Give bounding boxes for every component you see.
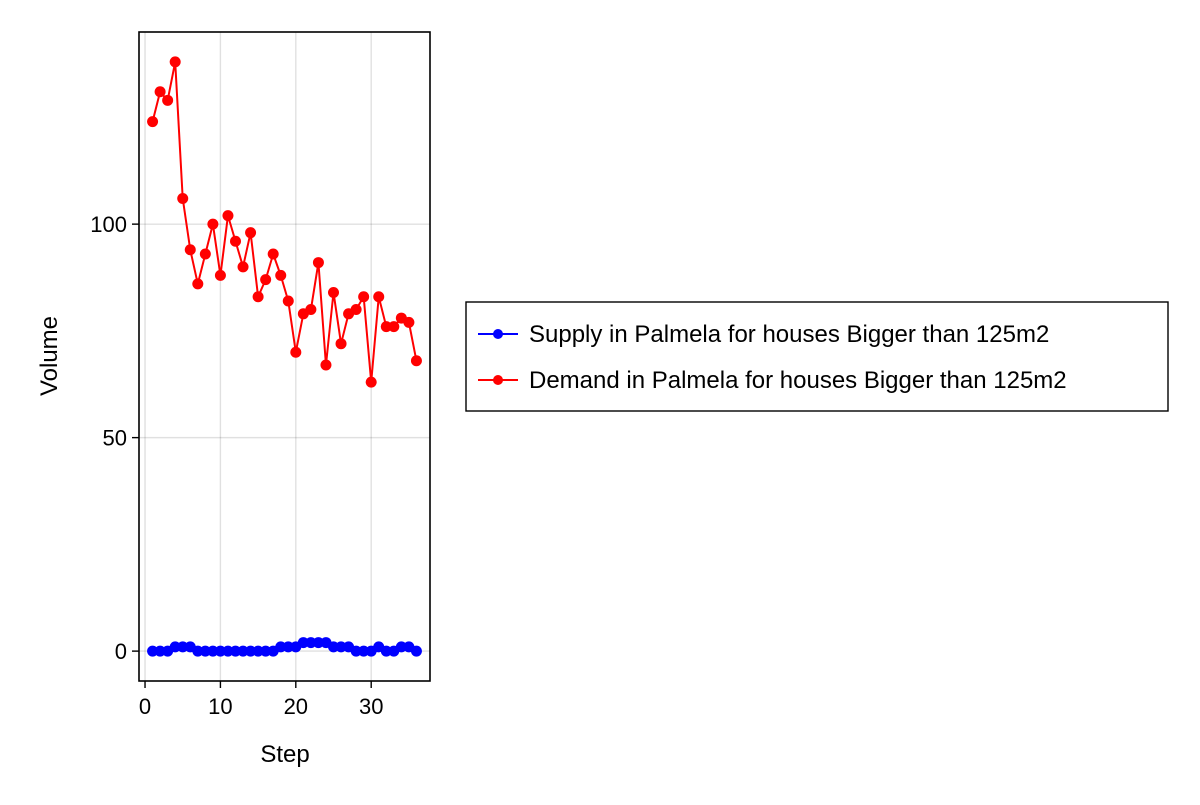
axis-ticks: 0 10 20 30 0 50 100 [90, 212, 383, 719]
legend-entry-supply: Supply in Palmela for houses Bigger than… [478, 321, 1049, 348]
data-point-demand [410, 355, 422, 367]
legend-label-supply: Supply in Palmela for houses Bigger than… [529, 321, 1049, 348]
legend-box [465, 301, 1169, 412]
data-point-demand [245, 227, 257, 239]
data-point-demand [312, 257, 324, 269]
y-tick-label: 100 [90, 212, 127, 237]
y-tick-label: 0 [115, 639, 127, 664]
data-point-demand [365, 376, 377, 388]
data-point-demand [335, 338, 347, 350]
data-point-supply [312, 637, 324, 649]
grid [139, 32, 430, 681]
data-point-demand [305, 304, 317, 316]
legend-swatch-supply-marker [493, 329, 503, 339]
data-point-demand [328, 286, 340, 298]
data-point-supply [282, 641, 294, 653]
data-point-demand [282, 295, 294, 307]
data-point-demand [267, 248, 279, 260]
series-layer [147, 56, 422, 657]
data-point-demand [403, 316, 415, 328]
data-point-demand [380, 321, 392, 333]
x-tick-label: 0 [139, 694, 151, 719]
data-point-supply [207, 645, 219, 657]
data-point-supply [229, 645, 241, 657]
data-point-demand [275, 269, 287, 281]
data-point-supply [410, 645, 422, 657]
data-point-demand [147, 116, 159, 128]
data-point-demand [192, 278, 204, 290]
plot-frame [138, 31, 431, 682]
data-point-demand [229, 235, 241, 247]
data-point-demand [237, 261, 249, 273]
data-point-demand [260, 274, 272, 286]
x-axis-title: Step [260, 741, 309, 768]
data-point-demand [350, 304, 362, 316]
data-point-demand [207, 218, 219, 230]
data-point-supply [328, 641, 340, 653]
series-line-demand [151, 60, 418, 384]
legend-entry-demand: Demand in Palmela for houses Bigger than… [478, 367, 1067, 394]
x-tick-label: 30 [359, 694, 383, 719]
x-tick-label: 20 [284, 694, 308, 719]
data-point-demand [162, 94, 174, 106]
legend: Supply in Palmela for houses Bigger than… [465, 301, 1169, 412]
data-point-demand [252, 291, 264, 303]
data-point-supply [237, 645, 249, 657]
data-point-demand [222, 210, 234, 222]
y-axis-title: Volume [36, 316, 63, 396]
data-point-supply [252, 645, 264, 657]
data-point-supply [169, 641, 181, 653]
data-point-supply [260, 645, 272, 657]
data-point-supply [147, 645, 159, 657]
data-point-demand [177, 193, 189, 205]
data-point-demand [184, 244, 196, 256]
data-point-supply [199, 645, 211, 657]
data-point-supply [177, 641, 189, 653]
x-tick-label: 10 [208, 694, 232, 719]
data-point-supply [380, 645, 392, 657]
data-point-supply [297, 637, 309, 649]
data-point-supply [335, 641, 347, 653]
series-supply [147, 637, 422, 657]
legend-swatch-demand-marker [493, 375, 503, 385]
data-point-demand [320, 359, 332, 371]
data-point-supply [275, 641, 287, 653]
data-point-supply [214, 645, 226, 657]
series-demand [147, 56, 422, 388]
data-point-supply [245, 645, 257, 657]
data-point-demand [169, 56, 181, 68]
data-point-supply [222, 645, 234, 657]
data-point-demand [154, 86, 166, 98]
data-point-demand [290, 346, 302, 358]
data-point-demand [358, 291, 370, 303]
legend-label-demand: Demand in Palmela for houses Bigger than… [529, 367, 1067, 394]
y-tick-label: 50 [103, 426, 127, 451]
data-point-supply [305, 637, 317, 649]
data-point-supply [350, 645, 362, 657]
data-point-supply [358, 645, 370, 657]
data-point-demand [388, 321, 400, 333]
data-point-demand [214, 269, 226, 281]
data-point-supply [192, 645, 204, 657]
data-point-demand [199, 248, 211, 260]
data-point-supply [154, 645, 166, 657]
data-point-demand [373, 291, 385, 303]
data-point-supply [395, 641, 407, 653]
